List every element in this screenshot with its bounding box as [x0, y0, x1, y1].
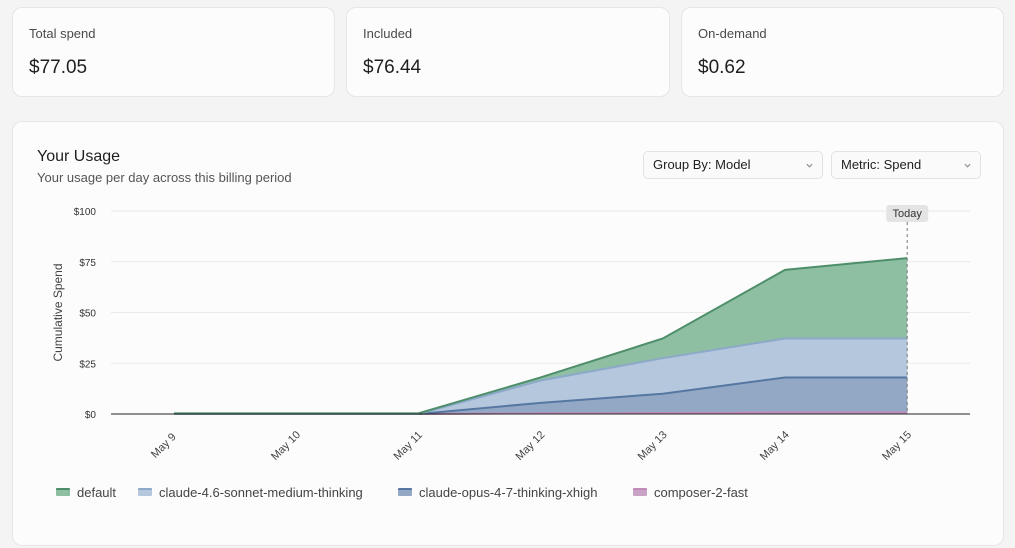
x-tick-label: May 10: [269, 429, 303, 463]
line-default: [174, 257, 908, 415]
chevron-down-icon: [964, 163, 971, 168]
area-claude-opus-4-7-thinking-xhigh: [174, 377, 908, 414]
x-tick-label: May 15: [880, 429, 914, 463]
usage-title: Your Usage: [37, 148, 121, 165]
legend-swatch: [56, 488, 70, 496]
legend-swatch: [398, 488, 412, 496]
group-by-label: Group By: Model: [653, 157, 751, 172]
on-demand-label: On-demand: [698, 26, 767, 41]
x-tick-label: May 12: [513, 429, 547, 463]
metric-label: Metric: Spend: [841, 157, 922, 172]
included-label: Included: [363, 26, 413, 41]
legend-label: claude-opus-4-7-thinking-xhigh: [419, 484, 598, 500]
legend-label: composer-2-fast: [654, 484, 748, 500]
y-tick-label: $0: [85, 410, 97, 421]
usage-subtitle: Your usage per day across this billing p…: [37, 170, 292, 185]
total-spend-card: Total spend $77.05: [12, 7, 335, 97]
x-tick-label: May 9: [149, 431, 179, 461]
x-tick-label: May 14: [758, 429, 792, 463]
y-tick-label: $75: [79, 258, 96, 269]
today-label: Today: [893, 208, 923, 220]
on-demand-card: On-demand $0.62: [681, 7, 1004, 97]
legend-item[interactable]: composer-2-fast: [633, 484, 748, 500]
included-value: $76.44: [363, 57, 422, 78]
legend-item[interactable]: claude-4.6-sonnet-medium-thinking: [138, 484, 363, 500]
total-spend-value: $77.05: [29, 57, 88, 78]
y-tick-label: $25: [79, 359, 96, 370]
x-tick-label: May 11: [392, 429, 425, 462]
included-card: Included $76.44: [346, 7, 670, 97]
today-badge: [886, 205, 929, 222]
legend-label: claude-4.6-sonnet-medium-thinking: [159, 484, 363, 500]
legend-label: default: [77, 484, 117, 500]
x-tick-label: May 13: [636, 429, 670, 463]
total-spend-label: Total spend: [29, 26, 96, 41]
usage-chart: $0 $25 $50 $75 $100 Cumulative Spend Today May …: [51, 205, 970, 463]
legend-swatch: [633, 488, 647, 496]
y-tick-label: $50: [79, 309, 96, 320]
legend-swatch: [138, 488, 152, 496]
metric-select[interactable]: Metric: Spend: [831, 151, 981, 179]
y-axis-label: Cumulative Spend: [51, 263, 65, 361]
on-demand-value: $0.62: [698, 57, 746, 78]
legend-item[interactable]: default: [56, 484, 116, 500]
y-tick-label: $100: [74, 207, 97, 218]
group-by-select[interactable]: Group By: Model: [643, 151, 823, 179]
chevron-down-icon: [806, 163, 813, 168]
legend-item[interactable]: claude-opus-4-7-thinking-xhigh: [398, 484, 598, 500]
